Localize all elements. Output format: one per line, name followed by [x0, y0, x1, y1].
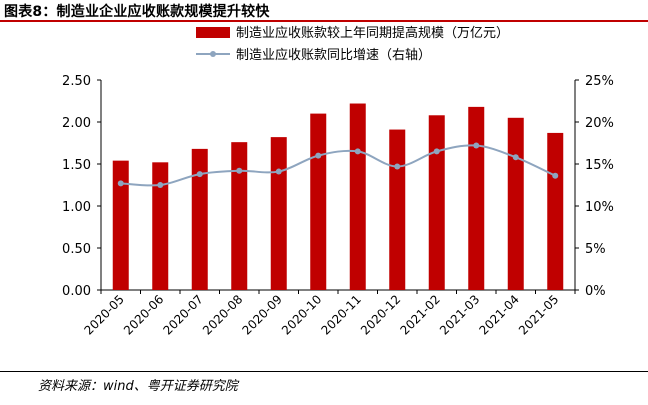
y-right-tick-label: 20%: [585, 116, 614, 131]
x-tick-label: 2020-11: [319, 292, 364, 337]
bar: [231, 142, 248, 290]
growth-point: [117, 180, 124, 187]
bar-series: [112, 103, 564, 291]
legend-line-marker: [210, 51, 216, 57]
x-tick-label: 2020-08: [200, 292, 245, 337]
y-right-tick-label: 0%: [585, 284, 606, 299]
legend-line-label: 制造业应收账款同比增速（右轴）: [236, 47, 431, 63]
x-tick-label: 2020-12: [358, 292, 403, 337]
growth-point: [433, 148, 440, 155]
bar: [152, 162, 169, 290]
title-rule: [0, 20, 648, 22]
legend-bar-swatch: [196, 27, 230, 38]
x-tick-label: 2021-05: [516, 292, 561, 337]
growth-point: [315, 152, 322, 159]
combo-chart: 0.00 0.50 1.00 1.50 2.00 2.50 0% 5% 10% 15% 20% 25%…: [62, 25, 614, 338]
y-left-tick-label: 1.00: [62, 200, 91, 215]
footer-rule: [0, 371, 648, 372]
x-tick-label: 2021-02: [398, 292, 443, 337]
x-tick-label: 2020-09: [240, 292, 285, 337]
growth-point: [473, 142, 480, 149]
bar: [349, 103, 366, 291]
growth-point: [512, 154, 519, 161]
legend: 制造业应收账款较上年同期提高规模（万亿元） 制造业应收账款同比增速（右轴）: [196, 25, 509, 63]
x-tick-label: 2020-07: [161, 292, 206, 337]
y-left-tick-label: 2.00: [62, 116, 91, 131]
growth-point: [354, 148, 361, 155]
bar: [428, 115, 445, 290]
bar: [112, 160, 129, 290]
x-tick-label: 2021-03: [437, 292, 482, 337]
y-right-tick-label: 5%: [585, 242, 606, 257]
x-tick-label: 2020-06: [121, 292, 166, 337]
bar: [310, 113, 327, 290]
bar: [389, 129, 406, 290]
x-tick-label: 2020-05: [82, 292, 127, 337]
chart-title: 图表8：制造业企业应收账款规模提升较快: [4, 4, 270, 20]
bar: [547, 132, 564, 290]
y-left-tick-label: 0.00: [62, 284, 91, 299]
bar: [507, 117, 524, 290]
growth-point: [196, 171, 203, 178]
source-note: 资料来源：wind、粤开证券研究院: [38, 379, 238, 394]
y-right-tick-label: 25%: [585, 74, 614, 89]
growth-point: [236, 167, 243, 174]
y-left-tick-label: 2.50: [62, 74, 91, 89]
growth-point: [552, 172, 559, 179]
axes: 0.00 0.50 1.00 1.50 2.00 2.50 0% 5% 10% 15% 20% 25%: [62, 74, 614, 299]
line-series: [117, 142, 559, 188]
y-left-tick-label: 0.50: [62, 242, 91, 257]
growth-point: [394, 163, 401, 170]
growth-point: [275, 168, 282, 175]
y-right-tick-label: 15%: [585, 158, 614, 173]
bar: [468, 106, 485, 290]
x-tick-label: 2020-10: [279, 292, 324, 337]
growth-point: [157, 182, 164, 188]
x-axis-ticks: 2020-052020-062020-072020-082020-092020-…: [82, 290, 576, 338]
y-right-tick-label: 10%: [585, 200, 614, 215]
y-left-tick-label: 1.50: [62, 158, 91, 173]
bar: [191, 148, 208, 290]
legend-bar-label: 制造业应收账款较上年同期提高规模（万亿元）: [236, 25, 509, 41]
growth-line: [120, 144, 556, 187]
bar: [270, 137, 287, 290]
x-tick-label: 2021-04: [477, 292, 522, 337]
